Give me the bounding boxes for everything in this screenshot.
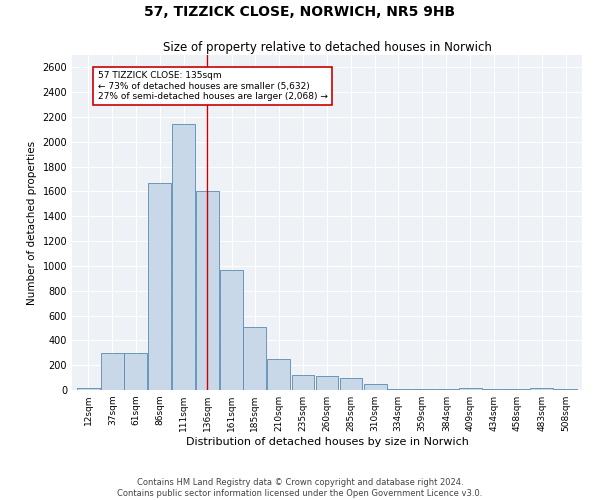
Bar <box>196 192 219 390</box>
Text: 57 TIZZICK CLOSE: 135sqm
← 73% of detached houses are smaller (5,632)
27% of sem: 57 TIZZICK CLOSE: 135sqm ← 73% of detach… <box>98 71 328 101</box>
Bar <box>172 124 195 390</box>
Bar <box>244 326 266 390</box>
Bar <box>124 353 147 390</box>
Bar <box>77 388 100 390</box>
Bar <box>148 183 171 390</box>
Bar <box>387 389 410 390</box>
Bar <box>530 388 553 390</box>
Bar <box>292 375 314 390</box>
Y-axis label: Number of detached properties: Number of detached properties <box>27 140 37 304</box>
Bar <box>101 353 124 390</box>
Bar <box>364 384 386 390</box>
Text: 57, TIZZICK CLOSE, NORWICH, NR5 9HB: 57, TIZZICK CLOSE, NORWICH, NR5 9HB <box>145 5 455 19</box>
Bar <box>268 359 290 390</box>
X-axis label: Distribution of detached houses by size in Norwich: Distribution of detached houses by size … <box>185 437 469 447</box>
Bar <box>220 270 243 390</box>
Title: Size of property relative to detached houses in Norwich: Size of property relative to detached ho… <box>163 41 491 54</box>
Bar <box>316 376 338 390</box>
Bar <box>459 388 482 390</box>
Bar <box>340 378 362 390</box>
Text: Contains HM Land Registry data © Crown copyright and database right 2024.
Contai: Contains HM Land Registry data © Crown c… <box>118 478 482 498</box>
